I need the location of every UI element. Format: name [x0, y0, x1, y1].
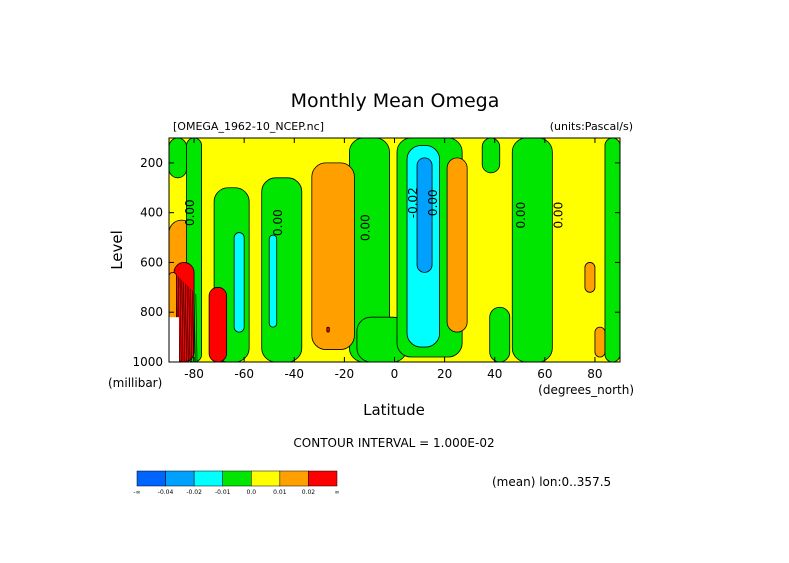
x-tick-label: -80 [184, 367, 204, 381]
x-tick-label: 20 [437, 367, 452, 381]
south-contour-line [190, 288, 193, 363]
south-contour-line [179, 278, 182, 363]
south-strong-region-2 [208, 286, 228, 363]
region-10 [326, 326, 330, 333]
south-contour-line [186, 285, 189, 363]
chart-title: Monthly Mean Omega [291, 90, 500, 112]
x-tick-label: -60 [234, 367, 254, 381]
region-13 [416, 157, 433, 273]
south-contour-line [181, 280, 184, 363]
south-contour-line [183, 281, 186, 363]
south-contour-line [193, 292, 196, 363]
x-tick-label: 40 [487, 367, 502, 381]
y-axis-ticks: 200 400 600 800 1000 [132, 156, 620, 369]
x-tick-label: -40 [284, 367, 304, 381]
x-axis-ticks: -80 -60 -40 -20 0 20 40 60 80 [184, 138, 603, 381]
colorbar-swatch [193, 470, 223, 487]
shaded-regions [168, 137, 621, 363]
region-19 [594, 326, 606, 358]
y-tick-label: 200 [140, 156, 163, 170]
colorbar-label: -0.04 [158, 489, 174, 496]
y-axis-units: (millibar) [108, 376, 162, 390]
colorbar: -∞ -0.04 -0.02 -0.01 0.0 0.01 0.02 ∞ [133, 470, 340, 496]
region-5 [261, 177, 303, 363]
x-tick-label: -20 [335, 367, 355, 381]
south-contour-line [184, 283, 187, 363]
south-contour-line [188, 287, 191, 363]
colorbar-label: ∞ [335, 489, 340, 496]
region-17 [511, 137, 553, 363]
region-18 [584, 262, 596, 293]
y-tick-label: 800 [140, 305, 163, 319]
region-1 [168, 137, 187, 179]
colorbar-swatch [251, 470, 281, 487]
region-14 [446, 157, 468, 333]
x-tick-label: 80 [587, 367, 602, 381]
y-axis-label: Level [108, 230, 126, 270]
colorbar-swatch [165, 470, 195, 487]
region-20 [604, 137, 621, 363]
colorbar-label: 0.02 [302, 489, 316, 496]
x-axis-units: (degrees_north) [538, 383, 634, 397]
x-tick-label: 60 [537, 367, 552, 381]
contour-label: 0.00 [271, 209, 285, 236]
plot-area: 0.00 0.00 0.00 -0.02 0.00 0.00 0.00 [168, 137, 621, 363]
contour-label: 0.00 [514, 202, 528, 229]
colorbar-label: 0.01 [273, 489, 287, 496]
contour-label: 0.00 [358, 214, 372, 241]
y-tick-label: 400 [140, 206, 163, 220]
units-label: (units:Pascal/s) [550, 120, 633, 133]
colorbar-swatch [136, 470, 166, 487]
contour-label: 0.00 [551, 202, 565, 229]
mean-text: (mean) lon:0..357.5 [492, 475, 611, 489]
region-16 [489, 306, 511, 363]
contour-label: 0.00 [183, 199, 197, 226]
colorbar-label: -0.01 [215, 489, 231, 496]
x-axis-label: Latitude [363, 401, 425, 419]
contour-label: 0.00 [426, 189, 440, 216]
x-tick-label: 0 [391, 367, 399, 381]
region-4 [233, 232, 245, 333]
file-label: [OMEGA_1962-10_NCEP.nc] [173, 120, 324, 133]
y-tick-label: 600 [140, 255, 163, 269]
colorbar-label: -0.02 [186, 489, 202, 496]
colorbar-label: -∞ [133, 489, 140, 496]
colorbar-swatch [222, 470, 252, 487]
colorbar-swatch [279, 470, 309, 487]
colorbar-swatch [308, 470, 338, 487]
contour-label: -0.02 [406, 187, 420, 218]
south-contour-line [192, 290, 194, 363]
contour-interval-text: CONTOUR INTERVAL = 1.000E-02 [293, 436, 494, 450]
region-9 [311, 162, 355, 350]
south-contour-line [195, 294, 198, 363]
region-15 [481, 137, 501, 174]
y-tick-label: 1000 [132, 355, 163, 369]
colorbar-label: 0.0 [247, 489, 257, 496]
region-6 [268, 234, 278, 328]
missing-data-region [169, 317, 180, 362]
contour-labels: 0.00 0.00 0.00 -0.02 0.00 0.00 0.00 [183, 187, 565, 241]
